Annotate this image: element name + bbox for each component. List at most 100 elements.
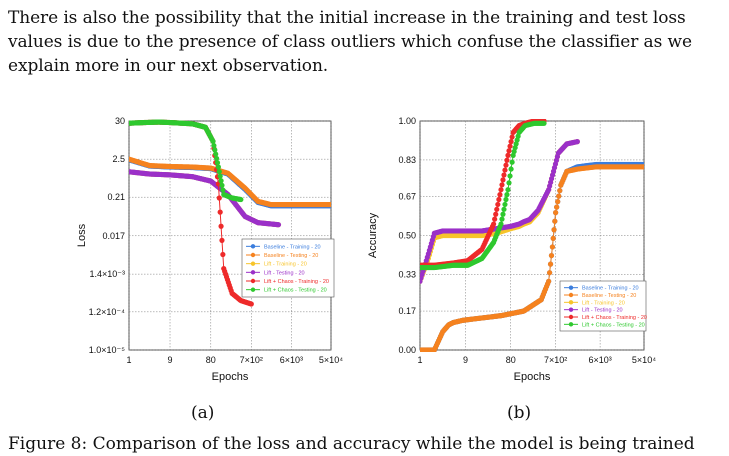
data-point <box>641 164 644 170</box>
legend-swatch <box>250 278 256 284</box>
data-point <box>507 143 513 149</box>
data-point <box>219 182 225 188</box>
legend-entry: Baseline - Training - 20 <box>264 244 321 250</box>
x-axis-label: Epochs <box>514 371 551 383</box>
data-point <box>219 237 225 243</box>
x-tick-label: 7×10² <box>544 355 567 365</box>
accuracy-chart: 1 9 80 7×10² 6×10³ 5×10⁴ 0.00 0.17 0.33 0.50 0.67 0… <box>367 116 656 383</box>
data-point <box>541 120 547 126</box>
data-point <box>506 180 512 186</box>
data-point <box>501 172 507 178</box>
data-point <box>552 218 558 224</box>
series-1 <box>129 156 331 208</box>
data-point <box>217 209 223 215</box>
legend-entry: Lift - Training - 20 <box>582 300 625 306</box>
series-1 <box>420 164 644 352</box>
legend-box <box>241 238 335 298</box>
data-point <box>212 147 218 153</box>
data-point <box>548 252 555 259</box>
data-point <box>248 301 254 307</box>
legend-swatch <box>568 300 574 305</box>
figure-caption: Figure 8: Comparison of the loss and acc… <box>8 434 695 454</box>
x-tick-label: 80 <box>206 355 216 365</box>
figure-accuracy: 1 9 80 7×10² 6×10³ 5×10⁴ 0.00 0.17 0.33 0.50 0.67 0… <box>367 98 674 393</box>
data-point <box>213 151 219 157</box>
data-point <box>495 201 501 208</box>
data-point <box>502 201 508 208</box>
x-axis: 1 9 80 7×10² 6×10³ 5×10⁴ <box>126 121 343 365</box>
x-tick-label: 9 <box>463 355 468 365</box>
x-axis-label: Epochs <box>212 371 249 383</box>
legend-swatch <box>568 314 574 320</box>
data-point <box>498 187 504 193</box>
data-point <box>557 188 563 194</box>
x-tick-label: 5×10⁴ <box>319 355 343 365</box>
y-tick-label: 1.2×10⁻⁴ <box>89 307 126 317</box>
legend-swatch <box>568 292 574 298</box>
data-point <box>507 173 513 179</box>
x-tick-label: 9 <box>168 355 173 365</box>
data-point <box>554 204 560 210</box>
loss-chart: 1 9 80 7×10² 6×10³ 5×10⁴ 1.0×10⁻⁵ 1.2×10⁻⁴ 1.4×1… <box>76 116 343 383</box>
data-point <box>505 187 511 193</box>
data-point <box>218 178 224 184</box>
y-tick-label: 0.33 <box>398 269 416 279</box>
data-point <box>503 196 509 203</box>
data-point <box>214 160 221 166</box>
data-point <box>509 134 515 140</box>
caption-b: (b) <box>507 403 532 423</box>
data-point <box>546 278 552 284</box>
data-point <box>551 227 557 233</box>
y-axis-label: Accuracy <box>367 212 379 258</box>
data-point <box>493 211 499 217</box>
y-axis-label: Loss <box>76 223 88 247</box>
data-point <box>216 168 222 175</box>
plot-frame <box>128 120 332 351</box>
data-point <box>508 166 514 172</box>
legend-entry: Baseline - Testing - 20 <box>582 293 636 299</box>
data-point <box>553 210 559 216</box>
x-tick-label: 7×10² <box>240 355 263 365</box>
y-tick-label: 0.00 <box>398 345 416 355</box>
data-point <box>555 199 561 205</box>
data-point <box>547 261 554 267</box>
x-tick-label: 5×10⁴ <box>632 355 656 365</box>
y-tick-label: 0.67 <box>398 192 416 202</box>
x-tick-label: 6×10³ <box>280 355 303 365</box>
legend-swatch <box>250 244 256 249</box>
y-tick-label: 0.83 <box>398 155 416 165</box>
data-point <box>504 192 510 198</box>
legend-swatch <box>568 285 574 290</box>
data-point <box>211 142 217 149</box>
data-point <box>238 196 244 203</box>
figure-loss: 1 9 80 7×10² 6×10³ 5×10⁴ 1.0×10⁻⁵ 1.2×10⁻⁴ 1.4×1… <box>68 98 350 393</box>
body-paragraph: There is also the possibility that the i… <box>8 8 692 76</box>
legend-entry: Lift + Chaos - Testing - 20 <box>582 322 645 328</box>
data-point <box>216 195 222 201</box>
data-point <box>213 155 220 162</box>
data-point <box>505 152 511 158</box>
x-tick-label: 80 <box>506 355 516 365</box>
data-point <box>550 235 556 241</box>
data-point <box>503 162 509 168</box>
legend-entry: Lift - Testing - 20 <box>264 270 305 276</box>
y-tick-label: 0.50 <box>398 231 416 241</box>
data-point <box>504 157 510 163</box>
legend-box <box>559 280 647 332</box>
data-point <box>218 223 224 229</box>
data-point <box>506 148 512 154</box>
data-point <box>499 216 505 222</box>
data-point <box>220 187 226 193</box>
legend-swatch <box>568 322 574 327</box>
y-tick-label: 30 <box>115 116 125 126</box>
data-point <box>509 159 515 165</box>
x-tick-label: 6×10³ <box>588 355 611 365</box>
data-point <box>220 251 226 258</box>
data-point <box>502 167 508 173</box>
legend-entry: Baseline - Testing - 20 <box>264 253 318 259</box>
legend-entry: Lift - Training - 20 <box>264 262 307 268</box>
data-point <box>275 222 282 228</box>
data-point <box>549 244 556 250</box>
data-point <box>556 193 562 199</box>
